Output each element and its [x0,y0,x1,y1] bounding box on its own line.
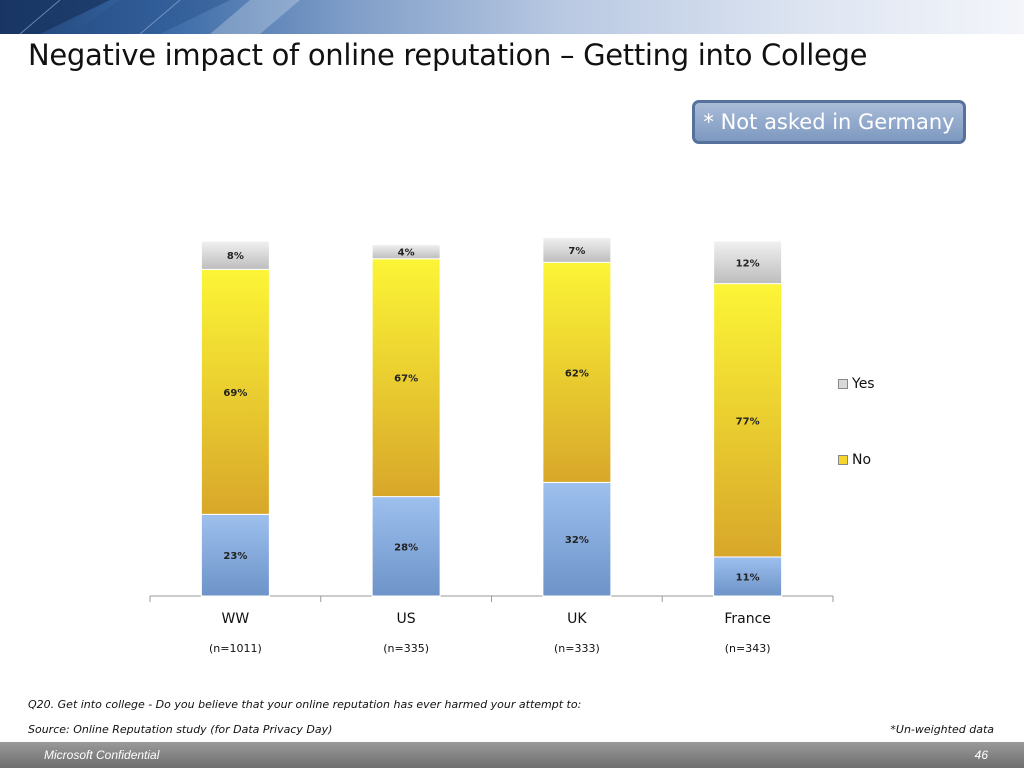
data-label-france-1: 77% [736,416,760,427]
source-footnote: Source: Online Reputation study (for Dat… [28,723,333,736]
page-number: 46 [974,748,988,762]
category-label-uk: UK [567,611,587,627]
bar-segment-ww-2 [200,240,270,270]
legend-swatch-no [838,455,848,465]
bar-segment-us-0 [371,496,441,597]
data-label-uk-2: 7% [568,246,585,257]
footer-confidential-text: Microsoft Confidential [44,748,160,762]
bar-segment-france-2 [713,240,783,285]
sample-size-ww: (n=1011) [209,642,262,655]
unweighted-note: *Un-weighted data [890,723,994,736]
bar-segment-france-1 [713,283,783,558]
data-label-us-2: 4% [398,248,415,259]
sample-size-us: (n=335) [383,642,429,655]
data-label-ww-2: 8% [227,251,244,262]
data-label-uk-0: 32% [565,535,589,546]
bar-segment-uk-2 [542,236,612,263]
bar-segment-us-1 [371,258,441,498]
data-label-france-2: 12% [736,258,760,269]
data-label-ww-1: 69% [223,388,247,399]
category-label-france: France [724,611,771,627]
data-label-ww-0: 23% [223,551,247,562]
slide-title: Negative impact of online reputation – G… [28,38,868,72]
bar-segment-uk-1 [542,261,612,483]
bar-segment-ww-1 [200,268,270,515]
bar-segment-uk-0 [542,481,612,597]
sample-size-france: (n=343) [725,642,771,655]
banner-building-graphic [0,0,300,34]
legend-item-yes: Yes [838,376,875,392]
sample-size-uk: (n=333) [554,642,600,655]
bar-segment-france-0 [713,556,783,597]
footer-bar: Microsoft Confidential 46 [0,742,1024,768]
data-label-france-0: 11% [736,572,760,583]
legend-label-yes: Yes [852,376,875,392]
data-label-us-0: 28% [394,542,418,553]
data-label-us-1: 67% [394,374,418,385]
question-footnote: Q20. Get into college - Do you believe t… [28,698,582,711]
category-label-us: US [397,611,416,627]
top-banner [0,0,1024,34]
data-label-uk-1: 62% [565,368,589,379]
category-label-ww: WW [222,611,250,627]
not-asked-note-box: * Not asked in Germany [692,100,966,144]
bar-segment-us-2 [371,244,441,260]
legend-swatch-yes [838,379,848,389]
legend-label-no: No [852,452,872,468]
legend-item-no: No [838,452,871,468]
